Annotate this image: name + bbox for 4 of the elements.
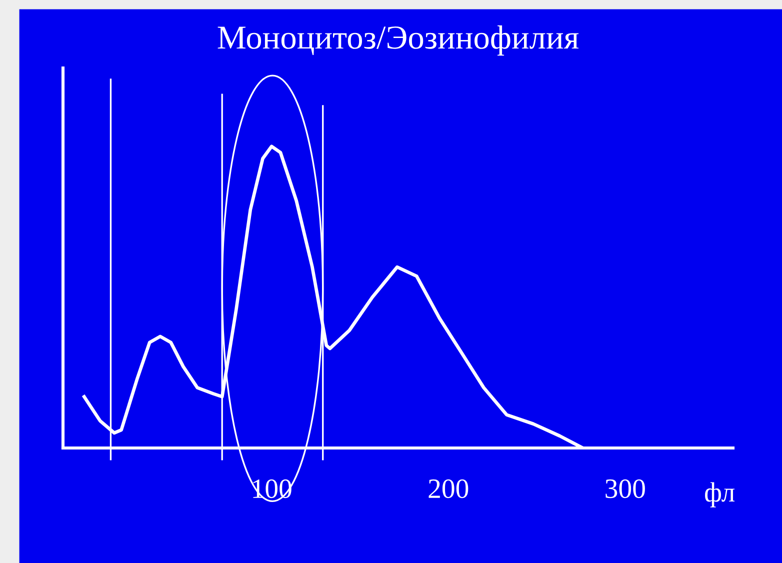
x-axis-title: фл bbox=[705, 482, 735, 508]
x-tick-label: 300 bbox=[606, 479, 645, 498]
x-tick-label: 200 bbox=[428, 479, 468, 498]
chart-title: Моноцитоз/Эозинофилия bbox=[218, 25, 579, 56]
